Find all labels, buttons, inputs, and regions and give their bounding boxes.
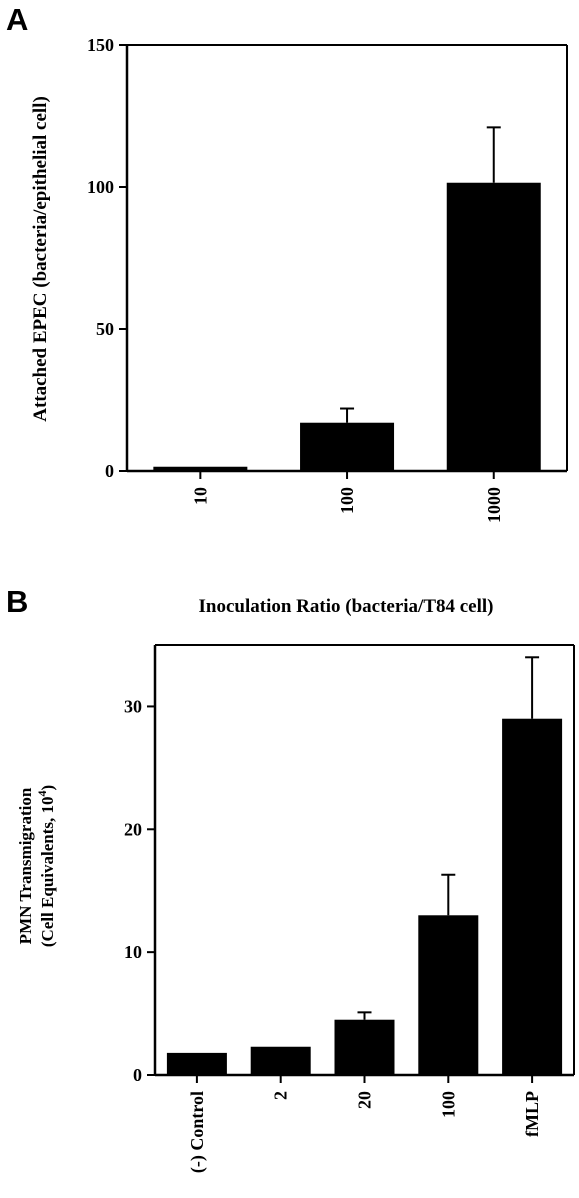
chart-a-y-tick-label: 50 — [96, 319, 114, 339]
chart-b-category-label: 100 — [438, 1091, 458, 1118]
chart-a-category-label: 10 — [190, 487, 210, 505]
chart-b-y-tick-label: 20 — [124, 819, 142, 839]
chart-a-bar — [153, 466, 248, 471]
chart-a-category-label: 100 — [337, 487, 357, 514]
chart-b-category-label: (-) Control — [187, 1091, 208, 1173]
chart-b-y-tick-label: 10 — [124, 942, 142, 962]
chart-a-bar — [300, 422, 395, 471]
chart-b-y-axis-label-line2: (Cell Equivalents, 104) — [35, 785, 57, 947]
chart-b-y-tick-label: 30 — [124, 696, 142, 716]
chart-a-category-label: 1000 — [484, 487, 504, 523]
chart-b-y-axis-label-sup: 4 — [35, 791, 49, 797]
chart-b-bar — [334, 1019, 395, 1075]
chart-a-x-axis-label: Inoculation Ratio (bacteria/T84 cell) — [199, 596, 494, 617]
chart-b-bar — [250, 1046, 311, 1075]
chart-a-y-tick-label: 150 — [87, 35, 114, 55]
chart-a-bar — [446, 182, 541, 472]
chart-b-y-axis-label-close: ) — [38, 785, 57, 791]
chart-b-bar — [418, 915, 479, 1075]
chart-b-y-axis-label-line2-text: (Cell Equivalents, 10 — [38, 797, 57, 948]
panel-a-letter: A — [6, 2, 29, 37]
chart-b-bar — [502, 718, 563, 1075]
chart-b-y-axis-label-line1: PMN Transmigration — [16, 787, 35, 944]
chart-a-y-tick-label: 100 — [87, 177, 114, 197]
chart-b-category-label: fMLP — [522, 1091, 542, 1137]
chart-b-category-label: 20 — [355, 1091, 375, 1109]
chart-b-category-label: 2 — [271, 1091, 291, 1100]
chart-b-bar — [166, 1052, 227, 1075]
chart-a-y-axis-label: Attached EPEC (bacteria/epithelial cell) — [30, 96, 51, 422]
chart-b-y-tick-label: 0 — [133, 1065, 142, 1085]
chart-a-y-tick-label: 0 — [105, 461, 114, 481]
panel-b-letter: B — [6, 584, 29, 619]
